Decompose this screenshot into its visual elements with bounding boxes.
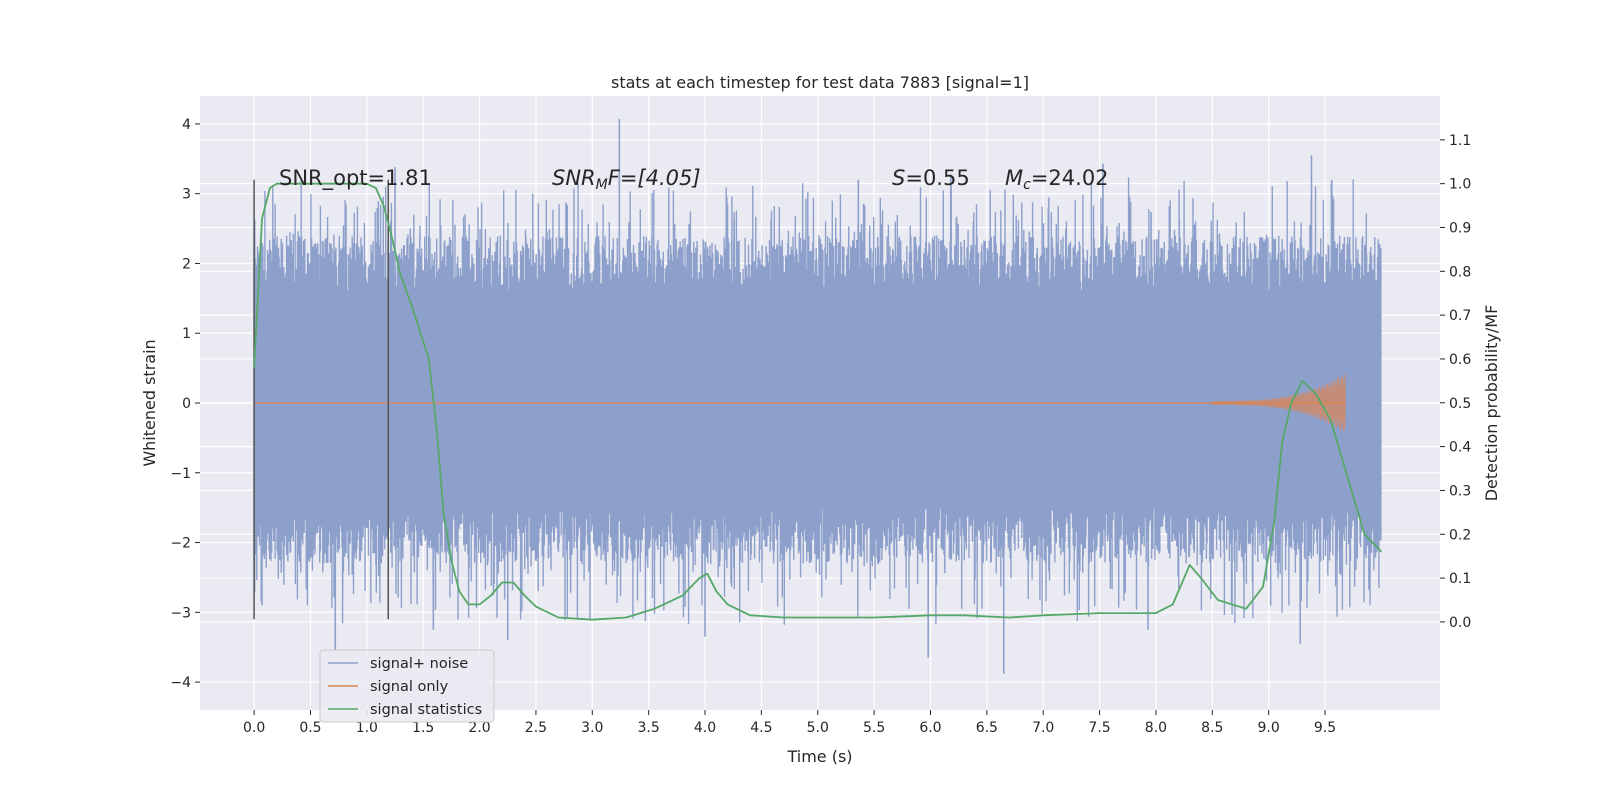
annotation-snr-opt: SNR_opt=1.81 — [279, 166, 432, 191]
y2-tick-label: 0.6 — [1449, 352, 1471, 368]
x-axis-ticks: 0.0 0.5 1.0 1.5 2.0 2.5 3.0 3.5 4.0 4.5 5.0 5.5 6.0 6… — [243, 710, 1336, 736]
signal-only-series — [254, 374, 1346, 433]
x-tick-label: 1.0 — [356, 720, 378, 736]
legend-label-signal-statistics: signal statistics — [370, 702, 482, 718]
y-tick-label: −3 — [170, 605, 191, 621]
y2-tick-label: 0.7 — [1449, 308, 1471, 324]
x-tick-label: 3.0 — [581, 720, 603, 736]
x-tick-label: 9.0 — [1258, 720, 1280, 736]
x-tick-label: 0.0 — [243, 720, 265, 736]
chart-title: stats at each timestep for test data 788… — [611, 73, 1029, 92]
mc-subscript: c — [1023, 177, 1031, 193]
y2-tick-label: 0.2 — [1449, 527, 1471, 543]
y2-tick-label: 0.1 — [1449, 571, 1471, 587]
signal-statistics-series — [253, 182, 1383, 621]
y-axis-label: Whitened strain — [140, 339, 159, 466]
x-tick-label: 8.5 — [1201, 720, 1223, 736]
x-tick-label: 1.5 — [412, 720, 434, 736]
y2-tick-label: 1.0 — [1449, 177, 1471, 193]
y2-axis-ticks: 1.1 1.0 0.9 0.8 0.7 0.6 0.5 0.4 0.3 0.2 0.1 0.0 — [1440, 133, 1471, 631]
x-tick-label: 4.5 — [750, 720, 772, 736]
y2-tick-label: 0.8 — [1449, 264, 1471, 280]
annotation-s: S=0.55 — [892, 166, 970, 190]
legend-box — [319, 649, 495, 723]
y-tick-label: 3 — [182, 187, 191, 203]
y-tick-label: −4 — [170, 675, 191, 691]
x-tick-label: 4.0 — [694, 720, 716, 736]
y-tick-label: 2 — [182, 256, 191, 272]
x-tick-label: 2.5 — [525, 720, 547, 736]
x-tick-label: 6.0 — [919, 720, 941, 736]
statistics-curve — [253, 182, 1383, 621]
y2-tick-label: 0.4 — [1449, 440, 1471, 456]
y2-tick-label: 0.3 — [1449, 483, 1471, 499]
y2-tick-label: 0.0 — [1449, 615, 1471, 631]
snr-mf-subscript: M — [596, 177, 608, 193]
x-tick-label: 5.0 — [807, 720, 829, 736]
annotation-snr-mf: SNRMF=[4.05] — [552, 166, 701, 193]
y2-tick-label: 0.9 — [1449, 220, 1471, 236]
mc-value: =24.02 — [1031, 166, 1109, 190]
marker-lines — [253, 179, 390, 620]
x-axis-label: Time (s) — [786, 747, 852, 766]
x-tick-label: 7.0 — [1032, 720, 1054, 736]
x-tick-label: 5.5 — [863, 720, 885, 736]
legend: signal+ noise signal only signal statist… — [319, 649, 495, 723]
legend-label-signal-noise: signal+ noise — [370, 656, 468, 672]
x-tick-label: 9.5 — [1314, 720, 1336, 736]
snr-mf-symbol: SNR — [552, 166, 596, 190]
y-tick-label: 0 — [182, 396, 191, 412]
mc-symbol: M — [1005, 166, 1023, 190]
y-axis-ticks: 4 3 2 1 0 −1 −2 −3 −4 — [170, 117, 200, 691]
s-symbol: S — [892, 166, 905, 190]
legend-label-signal-only: signal only — [370, 679, 449, 695]
x-tick-label: 7.5 — [1088, 720, 1110, 736]
y2-tick-label: 1.1 — [1449, 133, 1471, 149]
chirp-oscillation — [1211, 374, 1346, 433]
x-tick-label: 6.5 — [976, 720, 998, 736]
x-tick-label: 2.0 — [468, 720, 490, 736]
x-tick-label: 3.5 — [638, 720, 660, 736]
snr-mf-value: F=[4.05] — [608, 166, 701, 190]
y-tick-label: 4 — [182, 117, 191, 133]
x-tick-label: 8.0 — [1145, 720, 1167, 736]
s-value: =0.55 — [905, 166, 969, 190]
y2-axis-label: Detection probability/MF — [1482, 305, 1501, 502]
signal-noise-series — [253, 119, 1382, 674]
y-tick-label: 1 — [182, 326, 191, 342]
y-tick-label: −2 — [170, 536, 191, 552]
annotation-mc: Mc=24.02 — [1005, 166, 1109, 193]
x-tick-label: 0.5 — [299, 720, 321, 736]
y-tick-label: −1 — [170, 466, 191, 482]
y2-tick-label: 0.5 — [1449, 396, 1471, 412]
